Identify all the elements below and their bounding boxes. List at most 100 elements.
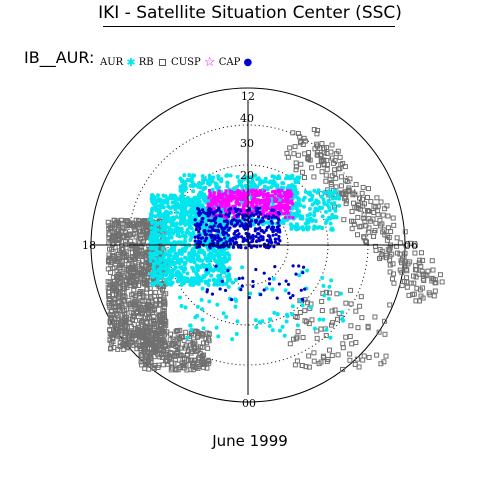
cusp-point <box>264 204 268 208</box>
aur-point <box>290 304 295 309</box>
aur-point <box>312 326 317 331</box>
aur-point <box>218 266 223 271</box>
aur-point <box>152 195 157 200</box>
rb-point <box>365 195 371 201</box>
aur-point <box>163 194 168 199</box>
aur-point <box>209 267 214 272</box>
rb-point <box>163 291 169 297</box>
aur-point <box>179 282 184 287</box>
aur-point <box>197 199 202 204</box>
aur-point <box>267 221 272 226</box>
rb-point <box>163 344 169 350</box>
cusp-point <box>232 211 236 215</box>
aur-point <box>181 202 186 207</box>
aur-point <box>193 214 198 219</box>
cap-point <box>271 229 275 234</box>
aur-point <box>208 222 213 227</box>
aur-point <box>199 278 204 283</box>
cusp-point <box>243 210 247 214</box>
aur-point <box>191 219 196 224</box>
cap-point <box>210 233 214 237</box>
cap-point <box>219 210 223 214</box>
aur-point <box>221 211 226 216</box>
aur-point <box>196 250 201 255</box>
aur-point <box>151 251 156 256</box>
cusp-point <box>223 215 227 219</box>
aur-point <box>173 251 178 256</box>
rb-point <box>117 265 123 271</box>
aur-point <box>214 249 219 254</box>
aur-point <box>289 223 294 228</box>
aur-point <box>320 275 325 280</box>
cap-point <box>232 217 236 222</box>
aur-point <box>202 206 207 211</box>
aur-point <box>306 225 311 230</box>
rb-point <box>122 311 128 317</box>
aur-point <box>155 244 160 249</box>
aur-point <box>239 179 244 184</box>
rb-point <box>175 345 181 351</box>
aur-point <box>240 265 245 270</box>
aur-point <box>167 260 172 265</box>
aur-point <box>260 319 265 324</box>
rb-point <box>387 302 393 308</box>
cusp-point <box>226 210 230 214</box>
aur-point <box>177 234 182 239</box>
cap-point <box>251 279 255 284</box>
aur-point <box>198 264 203 269</box>
rb-point <box>108 225 114 231</box>
cap-point <box>209 219 213 223</box>
aur-point <box>288 210 293 215</box>
rb-point <box>152 339 158 345</box>
aur-point <box>317 317 322 322</box>
cap-point <box>264 228 268 232</box>
aur-point <box>151 241 156 246</box>
aur-point <box>155 249 160 254</box>
aur-point <box>302 195 307 200</box>
aur-point <box>174 221 179 226</box>
cap-point <box>291 293 295 298</box>
aur-point <box>320 205 325 210</box>
cap-point <box>224 213 228 217</box>
rb-point <box>305 156 311 162</box>
aur-point <box>312 213 317 218</box>
aur-point <box>150 255 155 260</box>
aur-point <box>248 175 253 180</box>
rb-point <box>339 191 345 197</box>
series-label: IB__AUR: <box>24 48 95 67</box>
cap-point <box>204 212 208 216</box>
aur-point <box>159 212 164 217</box>
tick-label-30: 30 <box>240 137 254 150</box>
cusp-point <box>238 190 242 194</box>
aur-point <box>209 273 214 278</box>
aur-point <box>165 236 170 241</box>
rb-point <box>357 195 363 201</box>
aur-point <box>232 188 237 193</box>
aur-point <box>183 260 188 265</box>
aur-point <box>196 256 201 261</box>
cusp-point <box>250 210 254 214</box>
rb-point <box>112 257 118 263</box>
aur-point <box>317 205 322 210</box>
aur-point <box>207 173 212 178</box>
aur-point <box>183 266 188 271</box>
cusp-point <box>228 193 232 197</box>
rb-point <box>125 275 131 281</box>
aur-point <box>153 214 158 219</box>
cap-point <box>237 276 241 281</box>
rb-point <box>399 269 405 275</box>
aur-point <box>150 206 155 211</box>
rb-point <box>113 296 119 302</box>
cap-point <box>273 265 277 269</box>
rb-point <box>402 229 408 235</box>
aur-point <box>189 256 194 261</box>
aur-point <box>158 282 163 287</box>
aur-point <box>174 273 179 278</box>
cap-point <box>249 224 253 228</box>
cusp-point <box>273 196 277 200</box>
aur-point <box>203 256 208 261</box>
rb-point <box>123 317 129 323</box>
rb-point <box>365 325 371 331</box>
aur-point <box>188 210 193 215</box>
aur-point <box>210 189 215 194</box>
